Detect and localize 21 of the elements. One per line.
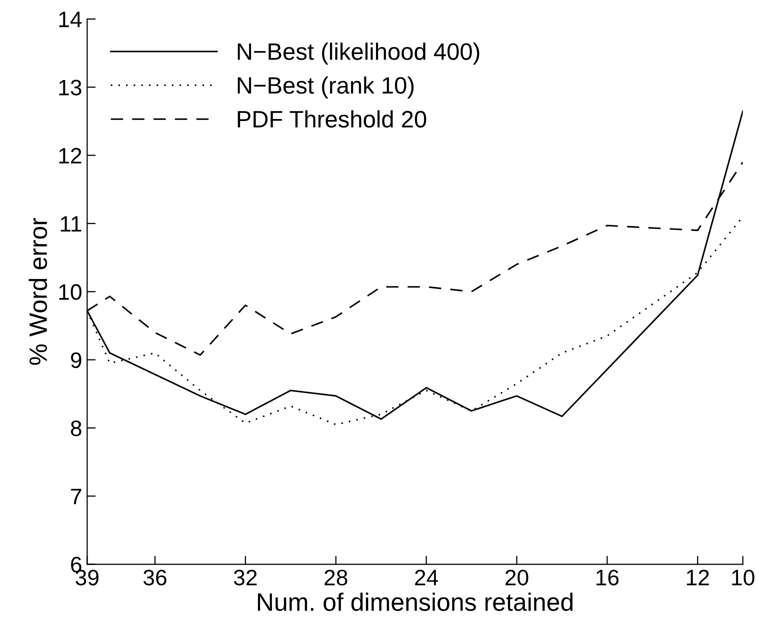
x-tick-label: 28: [324, 570, 348, 586]
legend-label: PDF Threshold 20: [238, 110, 426, 128]
legend-label: N−Best (rank 10): [238, 76, 414, 98]
x-tick-label: 10: [732, 570, 754, 586]
y-tick-label: 9: [70, 352, 82, 368]
y-tick-label: 11: [60, 216, 82, 232]
y-tick-label: 12: [59, 148, 82, 164]
x-tick-label: 32: [234, 570, 257, 586]
y-tick-label: 8: [70, 420, 82, 436]
x-axis-title: Num. of dimensions retained: [258, 592, 573, 611]
x-tick-label: 24: [415, 570, 438, 586]
x-tick-label: 20: [506, 570, 528, 586]
y-tick-label: 10: [59, 284, 82, 300]
y-tick-label: 13: [59, 80, 82, 96]
y-tick-label: 14: [59, 12, 82, 28]
y-axis-title: % Word error: [28, 218, 48, 365]
legend-label: N−Best (likelihood 400): [238, 42, 480, 65]
x-tick-label: 12: [686, 570, 709, 586]
x-tick-label: 36: [143, 570, 166, 586]
y-tick-label: 7: [71, 488, 82, 504]
x-tick-label: 16: [596, 570, 619, 586]
